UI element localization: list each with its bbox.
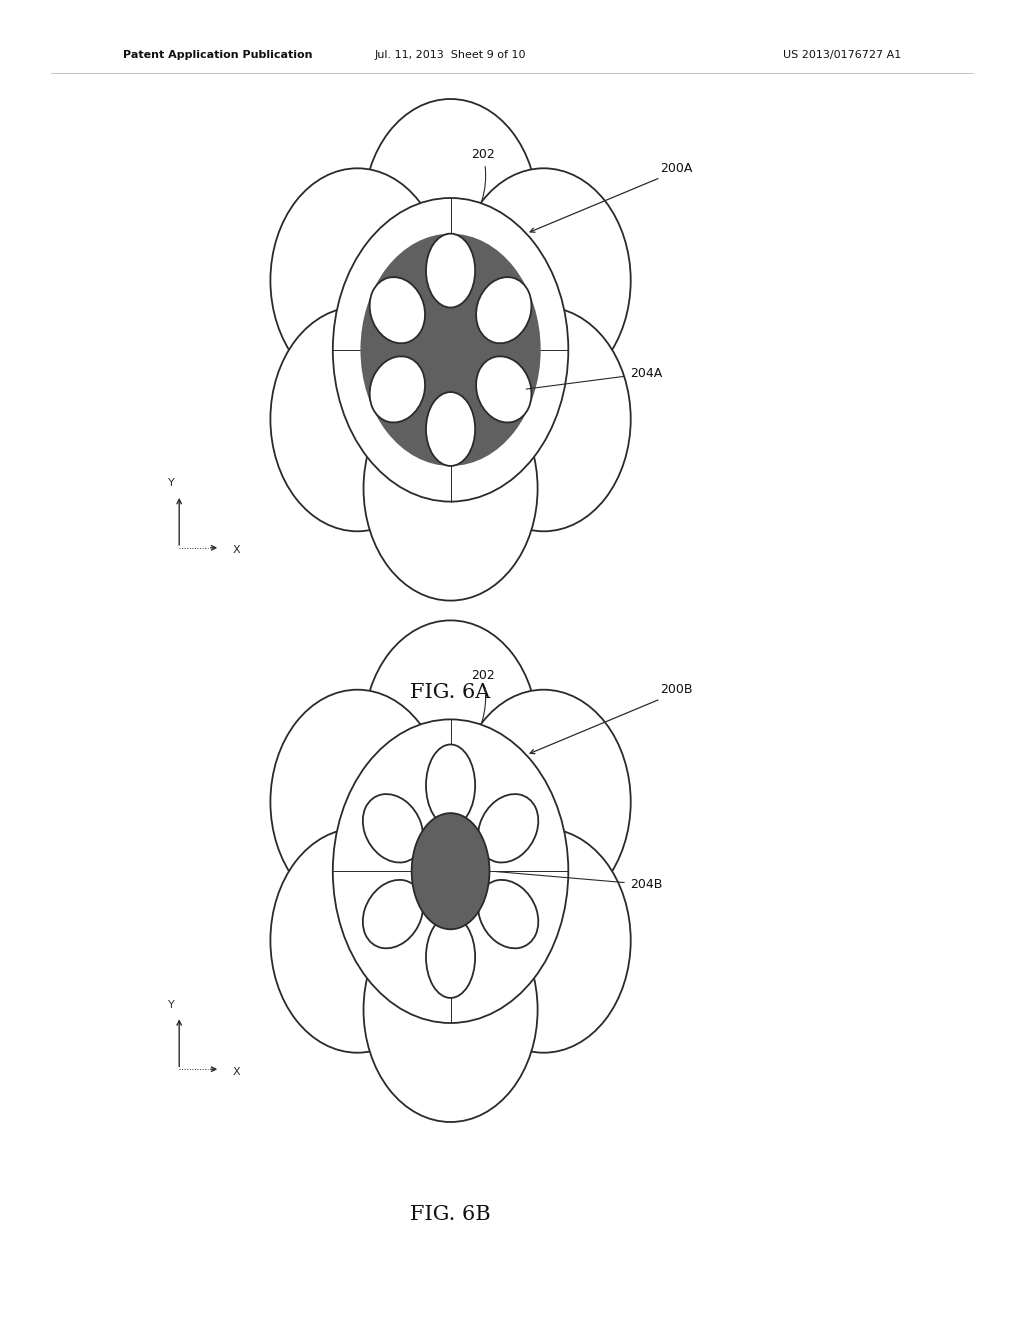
Ellipse shape [362, 795, 423, 862]
Circle shape [364, 898, 538, 1122]
Text: X: X [232, 545, 240, 556]
Circle shape [457, 168, 631, 393]
Circle shape [270, 829, 444, 1053]
Circle shape [333, 198, 568, 502]
Circle shape [457, 689, 631, 913]
Text: 204A: 204A [526, 367, 662, 389]
Ellipse shape [426, 234, 475, 308]
Text: 200A: 200A [660, 162, 693, 174]
Circle shape [457, 308, 631, 532]
Ellipse shape [426, 916, 475, 998]
Circle shape [333, 719, 568, 1023]
Text: 202: 202 [471, 148, 495, 201]
Text: 202: 202 [471, 669, 495, 722]
Circle shape [364, 620, 538, 845]
Ellipse shape [478, 795, 539, 862]
Ellipse shape [426, 392, 475, 466]
Text: Jul. 11, 2013  Sheet 9 of 10: Jul. 11, 2013 Sheet 9 of 10 [375, 50, 526, 61]
Circle shape [270, 689, 444, 913]
Text: US 2013/0176727 A1: US 2013/0176727 A1 [783, 50, 901, 61]
Text: FIG. 6A: FIG. 6A [411, 684, 490, 702]
Ellipse shape [478, 880, 539, 948]
Text: 200B: 200B [660, 684, 693, 697]
Circle shape [270, 168, 444, 393]
Ellipse shape [370, 356, 425, 422]
Circle shape [457, 829, 631, 1053]
Circle shape [364, 99, 538, 323]
Ellipse shape [362, 880, 423, 948]
Ellipse shape [476, 277, 531, 343]
Ellipse shape [370, 277, 425, 343]
Text: Y: Y [168, 478, 174, 488]
Ellipse shape [426, 744, 475, 826]
Circle shape [270, 306, 444, 532]
Text: Patent Application Publication: Patent Application Publication [123, 50, 312, 61]
Ellipse shape [412, 813, 489, 929]
Ellipse shape [476, 356, 531, 422]
Text: Y: Y [168, 999, 174, 1010]
Text: 204B: 204B [495, 871, 663, 891]
Circle shape [360, 234, 541, 466]
Text: FIG. 6B: FIG. 6B [411, 1205, 490, 1224]
Text: X: X [232, 1067, 240, 1077]
Circle shape [364, 376, 538, 601]
